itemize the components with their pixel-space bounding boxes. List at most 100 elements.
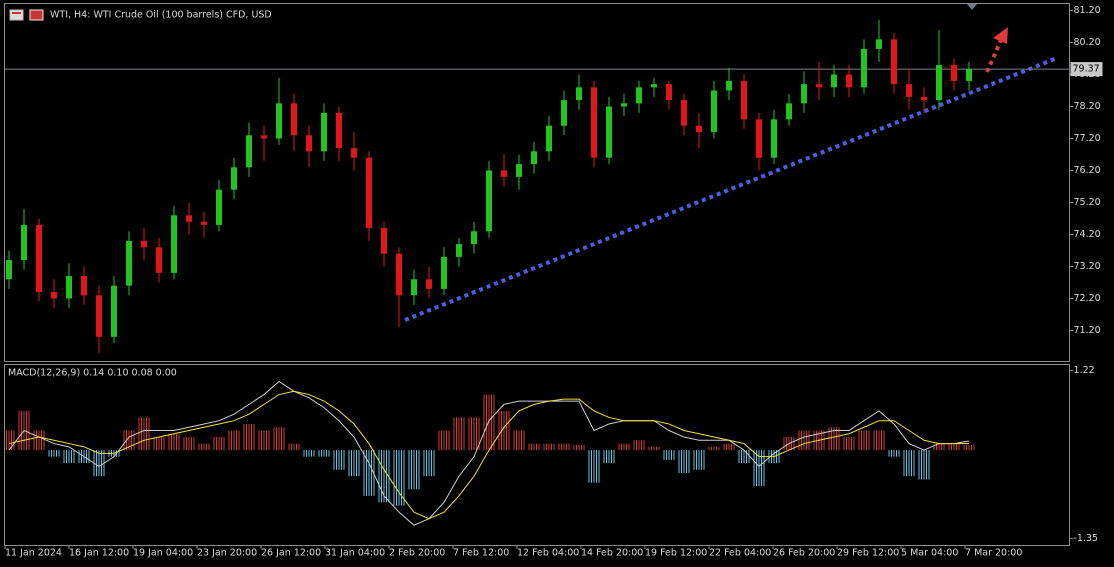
- candle-body: [546, 125, 552, 152]
- candle-body: [336, 112, 342, 149]
- candle-body: [456, 244, 462, 257]
- candle-body: [516, 164, 522, 177]
- candle-body: [6, 260, 12, 280]
- candle-body: [111, 285, 117, 337]
- macd-line: [8, 380, 970, 526]
- x-tick-label: 19 Feb 12:00: [645, 548, 707, 559]
- candle-body: [711, 90, 717, 133]
- x-tick-label: 2 Feb 20:00: [389, 548, 445, 559]
- candle-body: [366, 157, 372, 229]
- candle-body: [246, 135, 252, 168]
- signal-line: [8, 390, 969, 520]
- candle-body: [801, 84, 807, 104]
- candle-body: [426, 279, 432, 289]
- x-tick-label: 11 Jan 2024: [5, 548, 62, 559]
- candle-body: [951, 64, 957, 81]
- candle-body: [501, 170, 507, 177]
- y-tick-label: 75.20: [1074, 197, 1101, 208]
- candle-body: [306, 135, 312, 152]
- candle-body: [876, 39, 882, 49]
- candle-body: [186, 215, 192, 222]
- y-tick-label: 81.20: [1074, 5, 1101, 16]
- x-tick-label: 26 Feb 20:00: [773, 548, 835, 559]
- x-tick-label: 29 Feb 12:00: [837, 548, 899, 559]
- y-tick-label: 73.20: [1074, 261, 1101, 272]
- icon: [29, 9, 44, 21]
- candle-body: [816, 84, 822, 88]
- trend-line: [404, 56, 1058, 322]
- candle-body: [351, 148, 357, 158]
- candle-body: [741, 80, 747, 120]
- candle-body: [861, 48, 867, 88]
- candle-body: [486, 170, 492, 232]
- candle-body: [756, 119, 762, 158]
- candle-body: [321, 112, 327, 152]
- y-tick-label: 76.20: [1074, 165, 1101, 176]
- y-tick-label: 1.22: [1074, 365, 1095, 376]
- candle-body: [726, 80, 732, 91]
- candle-body: [921, 96, 927, 101]
- candle-body: [786, 103, 792, 120]
- candle-body: [891, 39, 897, 85]
- candle-body: [966, 69, 972, 81]
- x-tick-label: 7 Feb 12:00: [453, 548, 509, 559]
- candle-body: [381, 228, 387, 254]
- candle-body: [171, 215, 177, 273]
- candle-body: [846, 74, 852, 88]
- y-tick-label: 71.20: [1074, 325, 1101, 336]
- candle-body: [261, 135, 267, 139]
- y-tick-label: -1.35: [1074, 533, 1099, 544]
- candle-body: [141, 240, 147, 248]
- candle-body: [606, 106, 612, 158]
- candle-body: [666, 84, 672, 101]
- candle-body: [636, 87, 642, 104]
- candle-body: [396, 253, 402, 296]
- macd-title: MACD(12,26,9) 0.14 0.10 0.08 0.00: [8, 368, 177, 379]
- candle-body: [96, 295, 102, 337]
- candle-body: [66, 276, 72, 299]
- x-tick-label: 7 Mar 20:00: [965, 548, 1022, 559]
- toolbar-icons: [9, 9, 44, 21]
- candle-body: [576, 87, 582, 101]
- candle-body: [651, 84, 657, 88]
- current-price-box: [1070, 62, 1103, 77]
- x-tick-label: 16 Jan 12:00: [69, 548, 129, 559]
- candle-body: [441, 256, 447, 289]
- candle-body: [81, 276, 87, 296]
- forecast-arrow: [985, 39, 1003, 73]
- candle-body: [831, 74, 837, 88]
- candle-body: [126, 240, 132, 286]
- icon-detail: [12, 12, 21, 14]
- chart-title: WTI, H4: WTI Crude Oil (100 barrels) CFD…: [50, 10, 272, 21]
- candle-body: [411, 279, 417, 296]
- candle-body: [591, 87, 597, 158]
- x-tick-label: 5 Mar 04:00: [901, 548, 958, 559]
- candle-body: [276, 103, 282, 139]
- y-tick-label: 77.20: [1074, 133, 1101, 144]
- x-tick-label: 22 Feb 04:00: [709, 548, 771, 559]
- candle-body: [471, 231, 477, 245]
- x-tick-label: 26 Jan 12:00: [261, 548, 321, 559]
- candle-body: [156, 247, 162, 273]
- x-tick-label: 12 Feb 04:00: [517, 548, 579, 559]
- x-tick-label: 23 Jan 20:00: [197, 548, 257, 559]
- shift-marker: [967, 4, 977, 10]
- candle-body: [21, 224, 27, 261]
- forecast-arrow-head: [993, 27, 1008, 44]
- y-tick-label: 80.20: [1074, 37, 1101, 48]
- candle-body: [906, 84, 912, 97]
- y-tick-label: 72.20: [1074, 293, 1101, 304]
- current-price-label: 79.37: [1073, 64, 1100, 75]
- candle-body: [621, 103, 627, 107]
- candle-body: [291, 103, 297, 136]
- x-tick-label: 31 Jan 04:00: [325, 548, 385, 559]
- candle-body: [216, 189, 222, 225]
- candle-body: [936, 64, 942, 101]
- icon: [9, 9, 24, 21]
- candle-body: [231, 167, 237, 190]
- macd-panel-border: [4, 364, 1070, 546]
- x-tick-label: 19 Jan 04:00: [133, 548, 193, 559]
